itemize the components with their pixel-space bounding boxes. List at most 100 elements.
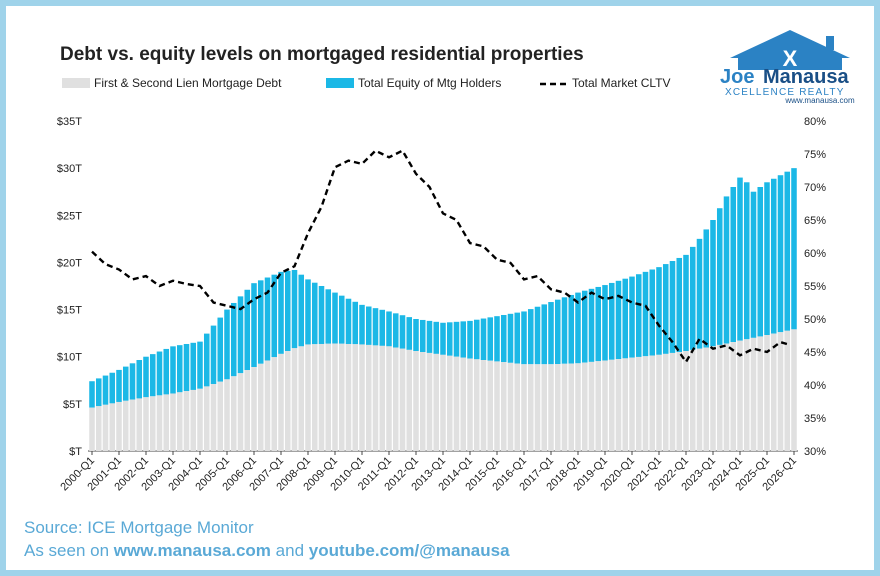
debt-bar [777,332,784,451]
debt-bar [750,337,757,451]
debt-bar [359,344,365,451]
equity-bar [757,187,764,337]
debt-bar [764,335,770,451]
debt-bar [392,347,399,451]
right-axis-ticks: 30% 35% 40% 45% 50% 55% 60% 65% 70% 75% 80% [804,116,826,458]
equity-bar [116,369,122,402]
equity-bar [554,299,561,365]
equity-bar [338,295,345,344]
equity-bar [581,290,588,363]
equity-bar [507,313,514,363]
debt-bar [662,353,669,451]
legend-label-debt: First & Second Lien Mortgage Debt [94,76,282,90]
equity-bar [642,271,649,357]
equity-bar [89,381,95,408]
debt-bar [399,348,406,451]
legend-swatch-debt [62,78,90,88]
chart-title: Debt vs. equity levels on mortgaged resi… [60,44,584,65]
equity-bar [190,342,197,390]
site-link[interactable]: www.manausa.com [113,541,271,560]
equity-bar [136,360,143,399]
debt-bar [129,399,136,451]
left-axis-tick-label: $35T [57,116,82,128]
equity-bar [656,267,662,355]
equity-bar [406,317,413,350]
right-axis-tick-label: 30% [804,446,826,458]
debt-bar [406,349,413,451]
right-axis-tick-label: 70% [804,182,826,194]
equity-bar [372,308,379,346]
debt-bar [521,364,527,451]
debt-bar [325,343,332,451]
debt-bar [588,361,595,451]
debt-bar [332,343,338,451]
equity-bar [629,276,635,358]
debt-bar [318,343,325,451]
logo-x-mark: X [783,46,798,71]
debt-bar [311,344,318,451]
source-note: Source: ICE Mortgage Monitor [24,518,254,537]
equity-bar [426,320,433,353]
chart-legend: First & Second Lien Mortgage Debt Total … [62,76,670,90]
equity-bar [764,182,770,336]
equity-bar [359,304,365,345]
debt-bar [379,345,386,451]
debt-bar [656,354,662,451]
debt-bar [561,363,568,451]
debt-bar [743,339,750,451]
debt-bar [89,407,95,451]
debt-bar [480,360,487,451]
logo-chimney-icon [826,36,834,50]
debt-bar [514,363,521,451]
debt-bar [170,393,176,451]
debt-bar [345,343,352,451]
seen-on-prefix: As seen on [24,541,114,560]
right-axis-tick-label: 35% [804,413,826,425]
equity-bar [230,302,237,377]
equity-bar [696,238,703,349]
debt-bar [440,354,446,451]
equity-bar [615,280,622,360]
debt-bar [338,343,345,451]
x-axis-ticks: 2000-Q12001-Q12002-Q12003-Q12004-Q12005-… [58,451,799,493]
right-axis-tick-label: 50% [804,314,826,326]
debt-bar [163,394,170,451]
equity-bar [770,178,777,334]
right-axis-tick-label: 60% [804,248,826,260]
debt-bar [122,400,129,451]
equity-bar [156,351,163,396]
equity-bar [602,285,608,361]
debt-bar [305,344,311,451]
debt-bar [568,363,575,451]
debt-bar [494,361,500,451]
equity-bar [271,274,278,358]
equity-bar [109,372,116,404]
logo-house-icon [730,30,850,70]
youtube-link[interactable]: youtube.com/@manausa [308,541,510,560]
equity-bar [311,282,318,345]
equity-bar [163,348,170,395]
equity-bar [723,196,730,344]
debt-bar [676,352,683,451]
right-axis-tick-label: 75% [804,149,826,161]
equity-bar [203,333,210,387]
debt-bar [629,357,635,451]
equity-bar [608,282,615,360]
equity-bar [541,304,548,365]
equity-bar [730,187,737,343]
equity-bar [237,296,244,374]
debt-bar [487,360,494,451]
debt-bar [622,358,629,451]
equity-bar [575,292,581,364]
debt-bar [696,348,703,451]
debt-bar [467,358,473,451]
equity-bar [703,229,710,348]
equity-bar [284,270,291,352]
debt-bar [210,384,217,451]
equity-bar [460,321,467,358]
debt-bar [534,364,541,451]
debt-bar [251,367,257,451]
left-axis-tick-label: $T [69,446,82,458]
equity-bar [149,354,156,397]
debt-bar [608,359,615,451]
